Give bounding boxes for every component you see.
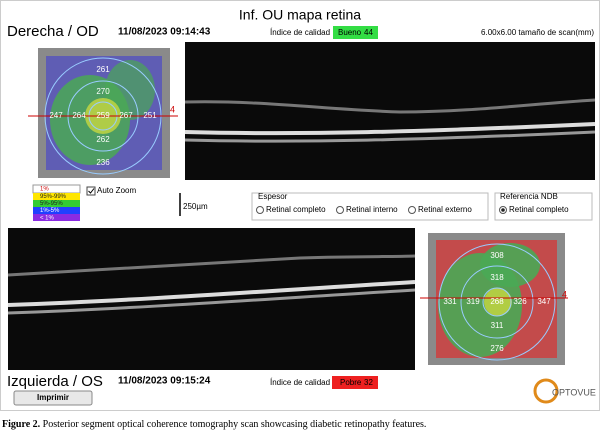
auto-zoom[interactable]: Auto Zoom (97, 186, 136, 195)
thickness-map (28, 48, 178, 178)
quality-score: 44 (364, 28, 373, 37)
group-box (251, 192, 489, 221)
logo: OPTOVUE (552, 387, 596, 397)
logo-mark (533, 378, 559, 404)
group-title: Espesor (258, 192, 288, 201)
title: Inf. OU mapa retina (239, 7, 361, 23)
map-value: 261 (96, 65, 110, 74)
print-button[interactable] (13, 390, 93, 406)
map-value: 311 (491, 321, 504, 330)
legend-item: 1%-5% (40, 208, 60, 214)
checkbox[interactable] (86, 186, 96, 196)
datetime: 11/08/2023 09:15:24 (118, 376, 211, 387)
map-value: 318 (490, 273, 504, 282)
legend-item: < 1% (40, 215, 55, 221)
map-value: 331 (443, 297, 457, 306)
quality-box (333, 26, 378, 39)
map-value: 326 (513, 297, 527, 306)
radio[interactable] (408, 206, 416, 214)
radio-label[interactable]: Retinal completo (509, 205, 569, 214)
eye-label: Derecha / OD (7, 23, 99, 40)
group-title: Referencia NDB (500, 192, 558, 201)
map-value: 236 (96, 158, 110, 167)
group-box (494, 192, 593, 221)
quality-box (332, 376, 378, 389)
radio[interactable] (336, 206, 344, 214)
map-value: 251 (143, 111, 157, 120)
caption-text: Posterior segment optical coherence tomo… (43, 419, 427, 430)
map-value: 319 (466, 297, 480, 306)
quality-label: Índice de calidad (270, 378, 330, 387)
print-button-label[interactable]: Imprimir (37, 393, 69, 402)
map-value: 347 (537, 297, 551, 306)
map-value: 270 (96, 87, 110, 96)
map-value: 268 (490, 297, 504, 306)
map-value: 308 (490, 251, 504, 260)
map-value: 276 (490, 344, 504, 353)
datetime: 11/08/2023 09:14:43 (118, 27, 211, 38)
quality-rating: Pobre (340, 378, 362, 387)
radio[interactable] (256, 206, 264, 214)
map-value: 259 (96, 111, 110, 120)
radio-label[interactable]: Retinal interno (346, 205, 398, 214)
map-marker: 4 (170, 104, 175, 114)
radio-label[interactable]: Retinal completo (266, 205, 326, 214)
legend-item: 1% (40, 187, 49, 193)
scale-bar: 250µm (183, 202, 208, 211)
legend-item: 95%-99% (40, 194, 67, 200)
caption: Figure 2. Posterior segment optical cohe… (2, 419, 426, 430)
oct-scan (8, 228, 415, 370)
map-value: 247 (49, 111, 63, 120)
map-value: 262 (96, 135, 110, 144)
map-marker: 4 (562, 289, 567, 299)
quality-rating: Bueno (338, 28, 362, 37)
map-value: 264 (72, 111, 86, 120)
eye-label: Izquierda / OS (7, 373, 103, 390)
quality-score: 32 (364, 378, 373, 387)
thickness-map (420, 233, 568, 365)
quality-label: Índice de calidad (270, 28, 330, 37)
legend-item: 5%-95% (40, 201, 63, 207)
scan-size: 6.00x6.00 tamaño de scan(mm) (481, 28, 594, 37)
radio-label[interactable]: Retinal externo (418, 205, 472, 214)
map-value: 267 (119, 111, 133, 120)
caption-label: Figure 2. (2, 419, 41, 430)
